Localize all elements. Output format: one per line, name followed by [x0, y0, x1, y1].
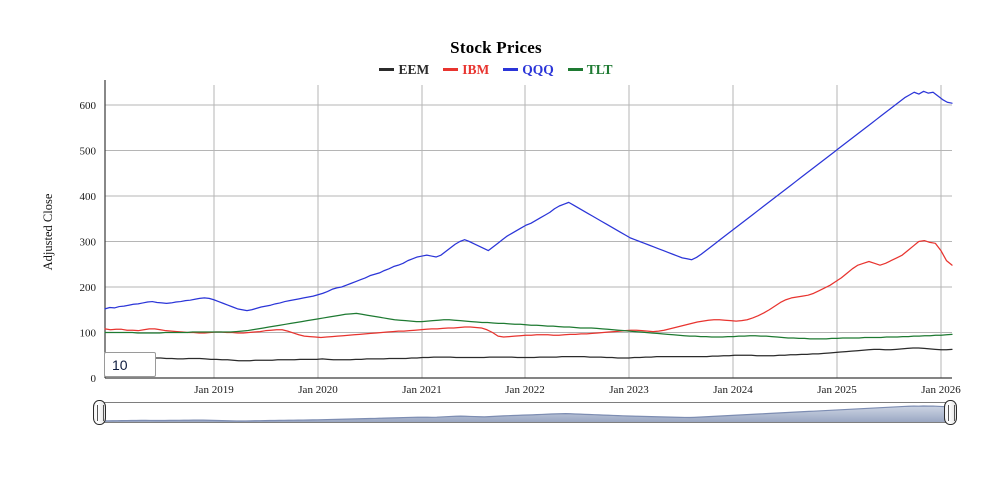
x-tick-label: Jan 2020	[298, 384, 338, 396]
range-area-line	[98, 405, 952, 422]
y-tick-label: 200	[80, 282, 97, 294]
x-tick-label: Jan 2024	[713, 384, 753, 396]
series-line-tlt	[104, 312, 953, 340]
x-tick-label: Jan 2023	[609, 384, 649, 396]
value-input-text: 10	[112, 356, 128, 373]
legend-label-eem: EEM	[398, 62, 430, 77]
legend-item-ibm[interactable]: IBM	[443, 63, 489, 77]
range-selector[interactable]	[93, 400, 957, 425]
page-title: Stock Prices	[450, 38, 542, 57]
y-tick-label: 500	[80, 145, 97, 157]
range-area-fill	[98, 406, 952, 422]
grip-icon	[948, 405, 955, 421]
legend-item-tlt[interactable]: TLT	[567, 62, 613, 77]
x-tick-label: Jan 2022	[505, 384, 544, 396]
x-tick-label: Jan 2026	[921, 384, 961, 396]
series-line-ibm	[104, 239, 953, 339]
y-tick-label: 300	[80, 236, 97, 248]
legend-label-ibm: IBM	[462, 62, 490, 77]
range-overview-chart	[98, 405, 952, 422]
value-input-box[interactable]: 10	[104, 352, 156, 377]
y-tick-label: 400	[80, 191, 97, 203]
series-lines	[104, 90, 953, 362]
series-line-qqq	[104, 90, 953, 312]
legend-label-tlt: TLT	[586, 62, 613, 77]
legend-swatch-tlt	[567, 68, 583, 72]
x-tick-label: Jan 2025	[817, 384, 857, 396]
legend-item-eem[interactable]: EEM	[379, 63, 429, 77]
y-axis-ticks: 0 100 200 300 400 500 600	[80, 100, 97, 385]
x-axis-ticks: Jan 2019 Jan 2020 Jan 2021 Jan 2022 Jan 2023…	[194, 384, 961, 396]
grip-icon	[97, 405, 104, 421]
range-track[interactable]	[97, 402, 953, 423]
legend-swatch-qqq	[503, 68, 519, 72]
legend-item-qqq[interactable]: QQQ	[503, 63, 554, 77]
y-tick-label: 600	[80, 100, 97, 112]
grid-lines	[105, 85, 952, 378]
y-axis-label: Adjusted Close	[41, 193, 55, 270]
x-tick-label: Jan 2019	[194, 384, 234, 396]
legend-swatch-ibm	[443, 68, 459, 72]
legend-label-qqq: QQQ	[522, 62, 554, 77]
x-tick-label: Jan 2021	[402, 384, 441, 396]
range-end-handle[interactable]	[944, 400, 957, 425]
y-tick-label: 0	[91, 373, 97, 385]
legend-swatch-eem	[379, 68, 395, 72]
chart-legend: EEM IBM QQQ TLT	[0, 63, 992, 77]
axis-lines	[104, 80, 952, 379]
y-tick-label: 100	[80, 327, 97, 339]
series-line-eem	[104, 347, 953, 362]
range-start-handle[interactable]	[93, 400, 106, 425]
